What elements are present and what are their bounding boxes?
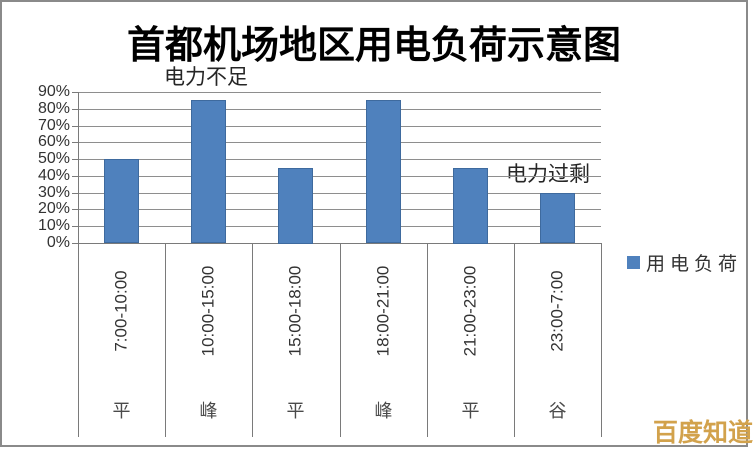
y-axis-label: 70% xyxy=(37,117,70,134)
category-separator xyxy=(340,244,341,437)
gridline-20% xyxy=(79,209,601,210)
legend-color-swatch-icon xyxy=(627,256,640,269)
y-axis-label: 60% xyxy=(37,133,70,150)
y-axis-label: 50% xyxy=(37,150,70,167)
gridline-60% xyxy=(79,142,601,143)
x-axis-line xyxy=(78,243,602,244)
gridline-40% xyxy=(79,176,601,177)
category-separator xyxy=(252,244,253,437)
group-label-平: 平 xyxy=(112,401,131,421)
x-axis-label-text: 18:00-21:00 xyxy=(373,265,393,357)
bar-23:00-7:00 xyxy=(540,193,575,243)
x-axis-label-21:00-23:00: 21:00-23:00 xyxy=(427,247,514,375)
category-separator xyxy=(514,244,515,437)
category-separator xyxy=(78,244,79,437)
x-axis-label-15:00-18:00: 15:00-18:00 xyxy=(252,247,339,375)
category-separator xyxy=(165,244,166,437)
group-label-谷: 谷 xyxy=(548,401,567,421)
y-axis-tick xyxy=(72,159,79,160)
y-axis-label: 80% xyxy=(37,100,70,117)
x-axis-label-text: 15:00-18:00 xyxy=(285,265,305,357)
y-axis-label: 40% xyxy=(37,167,70,184)
x-axis-label-23:00-7:00: 23:00-7:00 xyxy=(514,247,601,375)
gridline-90% xyxy=(79,92,601,93)
y-axis-tick xyxy=(72,176,79,177)
y-axis-tick xyxy=(72,142,79,143)
x-axis-label-text: 23:00-7:00 xyxy=(547,270,567,352)
y-axis-tick xyxy=(72,209,79,210)
gridline-30% xyxy=(79,193,601,194)
y-axis-line xyxy=(78,92,79,244)
bar-15:00-18:00 xyxy=(278,168,313,244)
x-axis-label-7:00-10:00: 7:00-10:00 xyxy=(78,247,165,375)
bar-10:00-15:00 xyxy=(191,100,226,243)
gridline-50% xyxy=(79,159,601,160)
y-axis-label: 0% xyxy=(46,234,70,251)
gridline-70% xyxy=(79,126,601,127)
group-label-平: 平 xyxy=(461,401,480,421)
bar-21:00-23:00 xyxy=(453,168,488,244)
y-axis-label: 20% xyxy=(37,200,70,217)
group-label-峰: 峰 xyxy=(374,401,393,421)
gridline-80% xyxy=(79,109,601,110)
y-axis-tick xyxy=(72,243,79,244)
legend-series-label: 用电负荷 xyxy=(646,254,743,275)
annotation-power-shortage: 电力不足 xyxy=(164,65,248,89)
chart-title: 首都机场地区用电负荷示意图 xyxy=(126,25,621,67)
x-axis-label-text: 10:00-15:00 xyxy=(198,265,218,357)
group-label-平: 平 xyxy=(286,401,305,421)
legend: 用电负荷 xyxy=(627,249,742,276)
y-axis-tick xyxy=(72,126,79,127)
group-label-峰: 峰 xyxy=(199,401,218,421)
category-separator xyxy=(601,244,602,437)
y-axis-tick xyxy=(72,226,79,227)
bar-18:00-21:00 xyxy=(366,100,401,243)
annotation-power-surplus: 电力过剩 xyxy=(506,162,590,186)
bar-7:00-10:00 xyxy=(104,159,139,243)
x-axis-label-10:00-15:00: 10:00-15:00 xyxy=(165,247,252,375)
x-axis-label-text: 7:00-10:00 xyxy=(111,270,131,352)
y-axis-label: 10% xyxy=(37,217,70,234)
watermark-baidu-zhidao: 百度知道 xyxy=(653,419,753,447)
y-axis-tick xyxy=(72,109,79,110)
category-separator xyxy=(427,244,428,437)
x-axis-label-18:00-21:00: 18:00-21:00 xyxy=(340,247,427,375)
y-axis-tick xyxy=(72,193,79,194)
gridline-10% xyxy=(79,226,601,227)
y-axis-label: 90% xyxy=(37,83,70,100)
y-axis-label: 30% xyxy=(37,184,70,201)
x-axis-label-text: 21:00-23:00 xyxy=(460,265,480,357)
y-axis-tick xyxy=(72,92,79,93)
